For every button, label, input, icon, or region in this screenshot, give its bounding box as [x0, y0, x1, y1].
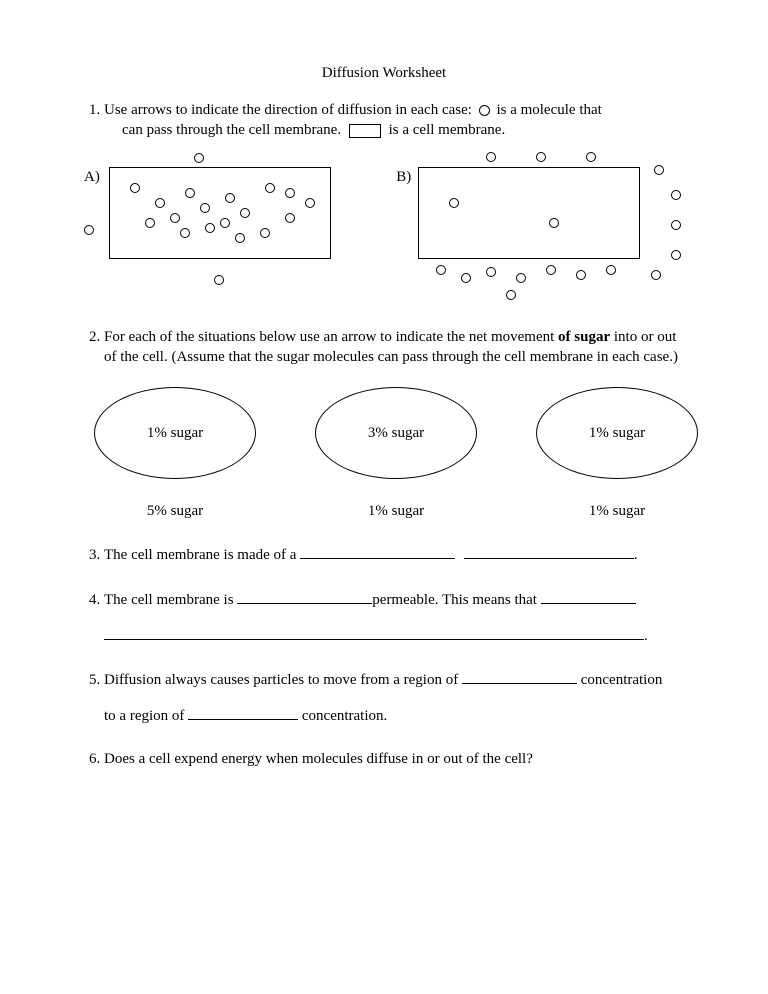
cell-2: 3% sugar 1% sugar [315, 387, 477, 521]
blank-line[interactable] [188, 704, 298, 720]
question-5: Diffusion always causes particles to mov… [104, 668, 688, 727]
molecule-icon [536, 152, 546, 162]
q1-text-a: Use arrows to indicate the direction of … [104, 102, 472, 118]
q1-diagrams: A) [84, 155, 688, 305]
membrane-icon [349, 124, 381, 138]
cell-outside-label: 1% sugar [315, 501, 477, 521]
question-list: Use arrows to indicate the direction of … [80, 100, 688, 769]
cell-ellipse: 3% sugar [315, 387, 477, 479]
q3-text-a: The cell membrane is made of a [104, 547, 300, 563]
q1-text-d: is a cell membrane. [389, 122, 506, 138]
molecule-icon [235, 233, 245, 243]
cells-row: 1% sugar 5% sugar 3% sugar 1% sugar 1% s… [94, 387, 698, 521]
molecule-icon [185, 188, 195, 198]
blank-line[interactable] [541, 588, 636, 604]
molecule-icon [285, 213, 295, 223]
molecule-icon [130, 183, 140, 193]
blank-line[interactable] [300, 543, 455, 559]
molecule-icon [265, 183, 275, 193]
q5-text-c: to a region of [104, 708, 188, 724]
molecule-icon [576, 270, 586, 280]
q5-line2: to a region of concentration. [104, 704, 688, 726]
question-3: The cell membrane is made of a . [104, 543, 688, 565]
q5-text-b: concentration [577, 672, 662, 688]
cell-outside-label: 1% sugar [536, 501, 698, 521]
molecule-icon [170, 213, 180, 223]
molecule-icon [155, 198, 165, 208]
molecule-icon [606, 265, 616, 275]
worksheet-page: Diffusion Worksheet Use arrows to indica… [0, 0, 768, 831]
molecule-icon [461, 273, 471, 283]
molecule-icon [671, 220, 681, 230]
diagram-a: A) [84, 155, 356, 295]
molecule-icon [436, 265, 446, 275]
label-b: B) [396, 167, 411, 187]
molecule-icon [651, 270, 661, 280]
blank-line[interactable] [237, 588, 372, 604]
molecule-icon [220, 218, 230, 228]
molecule-icon [486, 267, 496, 277]
cell-outside-label: 5% sugar [94, 501, 256, 521]
q2-text-a: For each of the situations below use an … [104, 329, 558, 345]
question-1: Use arrows to indicate the direction of … [104, 100, 688, 305]
q1-text-b: is a molecule that [496, 102, 601, 118]
cell-1: 1% sugar 5% sugar [94, 387, 256, 521]
molecule-icon [546, 265, 556, 275]
blank-line[interactable] [462, 668, 577, 684]
page-title: Diffusion Worksheet [80, 65, 688, 82]
q4-text-a: The cell membrane is [104, 592, 237, 608]
molecule-icon [260, 228, 270, 238]
molecule-icon [549, 218, 559, 228]
molecule-icon [225, 193, 235, 203]
molecule-icon [671, 190, 681, 200]
cell-inside-label: 1% sugar [147, 423, 203, 443]
question-2: For each of the situations below use an … [104, 327, 688, 522]
molecule-icon [586, 152, 596, 162]
cell-ellipse: 1% sugar [536, 387, 698, 479]
molecule-icon [194, 153, 204, 163]
q6-text: Does a cell expend energy when molecules… [104, 751, 533, 767]
membrane-a [109, 167, 331, 259]
molecule-icon [240, 208, 250, 218]
q5-text-d: concentration. [298, 708, 387, 724]
q3-text-b: . [634, 547, 638, 563]
molecule-icon [285, 188, 295, 198]
question-4: The cell membrane is permeable. This mea… [104, 588, 688, 647]
q4-text-b: permeable. This means that [372, 592, 540, 608]
molecule-icon [305, 198, 315, 208]
molecule-icon [200, 203, 210, 213]
question-6: Does a cell expend energy when molecules… [104, 749, 688, 769]
cell-3: 1% sugar 1% sugar [536, 387, 698, 521]
molecule-icon [486, 152, 496, 162]
q2-bold: of sugar [558, 329, 610, 345]
blank-line[interactable] [104, 624, 644, 640]
membrane-b [418, 167, 640, 259]
molecule-icon [145, 218, 155, 228]
q4-text-c: . [644, 628, 648, 644]
molecule-icon [479, 105, 490, 116]
molecule-icon [84, 225, 94, 235]
q5-text-a: Diffusion always causes particles to mov… [104, 672, 462, 688]
diagram-b: B) [396, 155, 688, 305]
molecule-icon [654, 165, 664, 175]
q1-text-c: can pass through the cell membrane. [122, 122, 341, 138]
molecule-icon [449, 198, 459, 208]
q4-line2: . [104, 624, 688, 646]
molecule-icon [671, 250, 681, 260]
blank-line[interactable] [464, 543, 634, 559]
molecule-icon [516, 273, 526, 283]
molecule-icon [214, 275, 224, 285]
cell-inside-label: 1% sugar [589, 423, 645, 443]
molecule-icon [506, 290, 516, 300]
molecule-icon [180, 228, 190, 238]
cell-inside-label: 3% sugar [368, 423, 424, 443]
q1-line2: can pass through the cell membrane. is a… [122, 120, 688, 140]
cell-ellipse: 1% sugar [94, 387, 256, 479]
molecule-icon [205, 223, 215, 233]
label-a: A) [84, 167, 100, 187]
